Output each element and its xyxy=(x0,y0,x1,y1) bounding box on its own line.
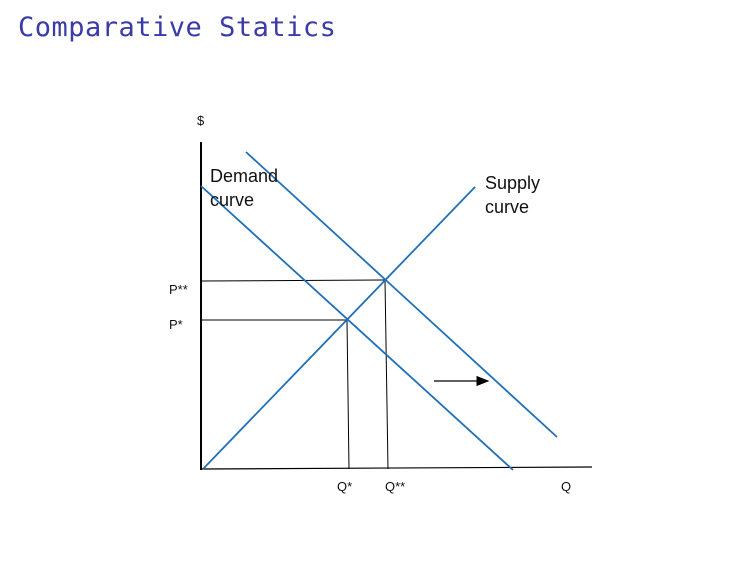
demand-curve-original xyxy=(200,185,514,471)
q-star-label: Q* xyxy=(337,479,352,494)
x-axis xyxy=(200,466,593,470)
q-star-guide xyxy=(346,319,350,470)
x-axis-label: Q xyxy=(561,479,571,494)
q-double-star-guide xyxy=(384,279,389,470)
slide-title: Comparative Statics xyxy=(18,12,337,43)
demand-curve-label-line2: curve xyxy=(210,190,254,210)
p-star-label: P* xyxy=(169,317,183,332)
demand-curve-label-line1: Demand xyxy=(210,166,278,186)
supply-curve xyxy=(202,186,476,470)
q-double-star-label: Q** xyxy=(385,479,405,494)
y-axis-label: $ xyxy=(197,113,205,128)
p-double-star-label: P** xyxy=(169,282,188,297)
demand-curve-shifted xyxy=(245,151,558,438)
supply-curve-label-line1: Supply xyxy=(485,173,540,193)
p-double-star-guide xyxy=(200,279,386,282)
supply-curve-label-line2: curve xyxy=(485,197,529,217)
